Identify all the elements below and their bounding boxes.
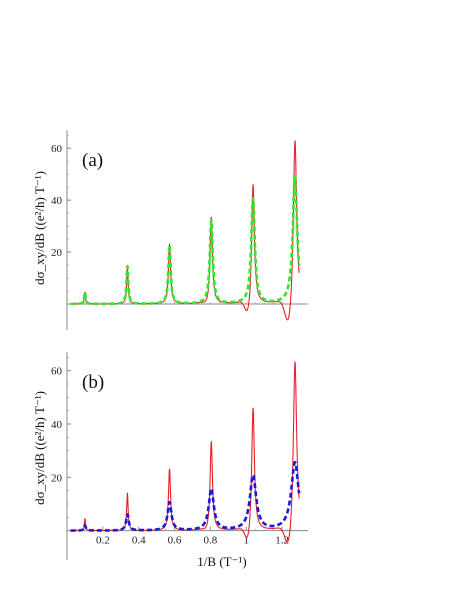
panel-b-xlabel: 1/B (T⁻¹)	[197, 554, 246, 569]
x-tick-label: 0.2	[96, 535, 110, 547]
panel-a-ylabel: dσ_xy/dB ((e²/h) T⁻¹)	[32, 171, 47, 285]
x-tick-label: 0.4	[132, 535, 146, 547]
x-tick-label: 1	[243, 535, 249, 547]
panel-b-label: (b)	[82, 372, 104, 393]
panel-b-ticks: 20 40 60 0.2 0.4 0.6 0.8 1 1.2	[51, 356, 292, 547]
panel-a: 20 40 60 (a) dσ_xy/dB ((e²/h) T⁻¹)	[32, 130, 308, 330]
y-tick-label: 20	[51, 472, 63, 484]
panel-a-series	[69, 140, 301, 321]
y-tick-label: 40	[51, 195, 63, 207]
y-tick-label: 20	[51, 247, 63, 259]
panel-a-label: (a)	[82, 150, 103, 171]
series-line-1-solid	[70, 361, 300, 543]
y-tick-label: 60	[51, 366, 63, 378]
y-tick-label: 40	[51, 419, 63, 431]
series-line-2-dashed	[69, 175, 301, 306]
series-line-1-solid	[70, 140, 300, 321]
x-tick-label: 0.8	[204, 535, 218, 547]
panel-b-series	[69, 361, 301, 543]
x-tick-label: 1.2	[275, 535, 289, 547]
panel-b: 20 40 60 0.2 0.4 0.6 0.8 1 1.2 (b) dσ_xy/dB ((e²…	[32, 352, 308, 569]
y-tick-label: 60	[51, 143, 63, 155]
series-line-2-dashed	[69, 460, 301, 532]
panel-b-ylabel: dσ_xy/dB ((e²/h) T⁻¹)	[32, 391, 47, 505]
x-tick-label: 0.6	[168, 535, 182, 547]
